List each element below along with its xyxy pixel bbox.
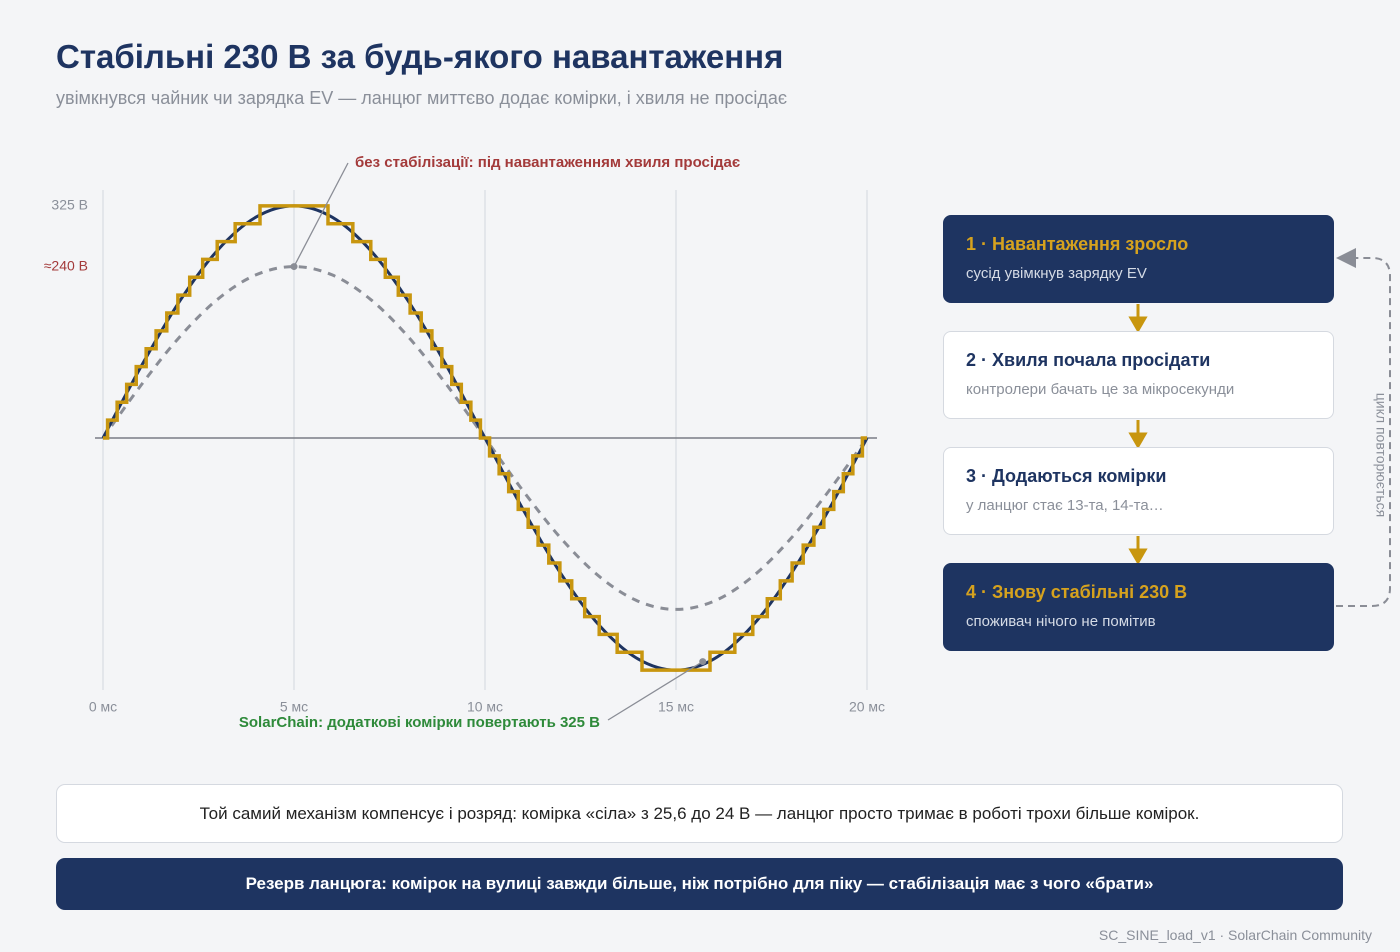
- loop-arrow: [1336, 248, 1391, 607]
- step-text: сусід увімкнув зарядку EV: [966, 265, 1147, 282]
- annotation-point: [699, 658, 707, 666]
- annotation-leader: [607, 661, 704, 721]
- loop-label: цикл повторюється: [1373, 393, 1389, 517]
- step-text: споживач нічого не помітив: [966, 613, 1156, 630]
- banner: Резерв ланцюга: комірок на вулиці завжди…: [56, 858, 1343, 910]
- y-tick-label: 325 В: [51, 197, 88, 213]
- flow-step: 1 · Навантаження зросло сусід увімкнув за…: [943, 215, 1334, 303]
- annotation-point: [290, 263, 298, 271]
- step-title: 1 · Навантаження зросло: [966, 234, 1189, 254]
- y-tick-label: ≈240 В: [44, 257, 88, 273]
- step-wave: [103, 204, 867, 672]
- flow-step: 2 · Хвиля почала просідати контролери бач…: [943, 331, 1334, 419]
- x-tick-label: 10 мс: [467, 699, 503, 715]
- chart: цикл повторюється 0 мс 5 мс 10 мс 15 мс 20 м…: [44, 154, 1391, 731]
- flow-step: 4 · Знову стабільні 230 В споживач нічого…: [943, 563, 1334, 651]
- x-tick-label: 20 мс: [849, 699, 885, 715]
- subtitle: увімкнувся чайник чи зарядка EV — ланцюг…: [56, 88, 788, 108]
- step-title: 3 · Додаються комірки: [966, 466, 1167, 486]
- note: Той самий механізм компенсує і розряд: к…: [56, 784, 1343, 843]
- x-tick-label: 15 мс: [658, 699, 694, 715]
- annotation: без стабілізації: під навантаженням хвил…: [355, 154, 740, 171]
- flow-step: 3 · Додаються комірки у ланцюг стає 13-та…: [943, 447, 1334, 535]
- step-text: контролери бачать це за мікросекунди: [966, 381, 1235, 398]
- step-title: 4 · Знову стабільні 230 В: [966, 582, 1188, 602]
- footer: SC_SINE_load_v1 · SolarChain Community: [1098, 927, 1372, 943]
- annotation: SolarChain: додаткові комірки повертають…: [239, 714, 600, 731]
- flow-arrows: [1128, 304, 1148, 565]
- annotation-leader: [293, 162, 349, 267]
- step-text: у ланцюг стає 13-та, 14-та…: [966, 497, 1164, 514]
- x-tick-label: 0 мс: [89, 699, 117, 715]
- title: Стабільні 230 В за будь-якого навантажен…: [56, 38, 784, 75]
- x-tick-label: 5 мс: [280, 699, 308, 715]
- step-title: 2 · Хвиля почала просідати: [966, 350, 1211, 370]
